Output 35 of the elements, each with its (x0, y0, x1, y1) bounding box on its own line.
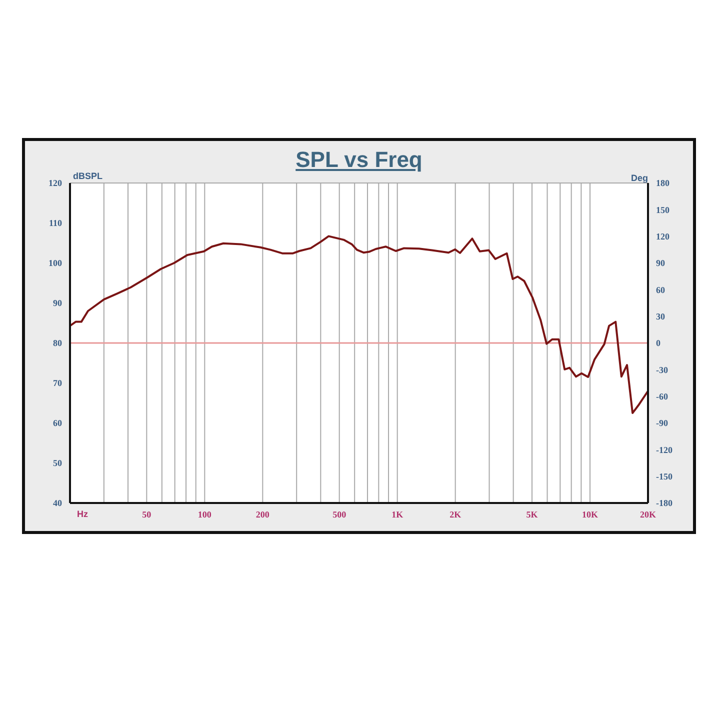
y2-tick-label: 150 (656, 204, 670, 215)
y-tick-label: 120 (48, 178, 62, 188)
x-tick-label: 100 (198, 509, 212, 520)
x-tick-label: 20K (640, 509, 656, 520)
y-tick-label: 90 (53, 298, 62, 308)
x-tick-label: 2K (450, 509, 462, 520)
x-tick-label: 200 (256, 509, 270, 520)
y2-tick-label: -60 (656, 392, 668, 402)
y-tick-label: 40 (53, 498, 62, 508)
x-tick-label: 500 (332, 509, 347, 520)
y2-tick-label: -150 (656, 472, 673, 482)
y-tick-label: 110 (48, 218, 62, 228)
x-axis-title: Hz (77, 509, 88, 519)
y2-tick-label: 30 (656, 312, 666, 322)
y-tick-label: 80 (53, 338, 62, 348)
y2-tick-label: 120 (656, 232, 670, 242)
y2-tick-label: -180 (656, 498, 673, 508)
x-tick-label: 1K (392, 509, 404, 520)
y-axis-title: dBSPL (73, 171, 103, 181)
y2-tick-label: 0 (656, 338, 661, 348)
y-tick-label: 70 (53, 378, 62, 388)
y2-tick-label: -120 (656, 444, 673, 455)
y2-tick-label: -30 (656, 364, 668, 375)
y2-tick-label: -90 (656, 418, 668, 428)
y2-tick-label: 60 (656, 284, 666, 295)
y-tick-label: 100 (48, 258, 62, 268)
x-tick-label: 5K (526, 509, 538, 520)
x-tick-label: 10K (582, 509, 598, 520)
y-tick-label: 50 (53, 458, 62, 468)
y2-axis-title: Deg (631, 173, 648, 183)
x-tick-label: 50 (142, 509, 152, 520)
y2-tick-label: 90 (656, 258, 666, 268)
y-tick-label: 60 (53, 418, 62, 428)
y2-tick-label: 180 (656, 178, 670, 188)
chart-title: SPL vs Freq (296, 147, 422, 172)
